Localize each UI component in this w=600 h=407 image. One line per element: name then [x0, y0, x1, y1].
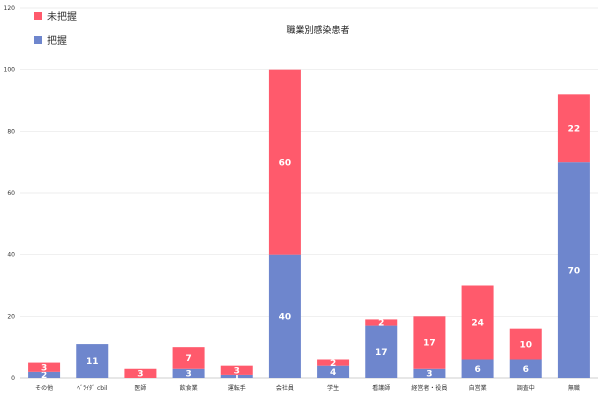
data-label: 7 [185, 354, 191, 364]
data-label: 24 [471, 319, 484, 329]
data-label: 4 [330, 368, 336, 378]
bar-segment-known [172, 368, 205, 378]
bar-segment-known [28, 371, 61, 378]
data-label: 3 [426, 370, 432, 380]
bar-segment-known [557, 162, 590, 378]
x-tick-label: 運転手 [228, 384, 246, 392]
legend-item-unknown: 未把握 [34, 10, 77, 23]
data-label: 3 [41, 363, 47, 373]
data-label: 2 [41, 371, 47, 381]
bar-segment-known [220, 374, 253, 378]
data-label: 3 [185, 370, 191, 380]
data-label: 3 [234, 366, 240, 376]
bar-segment-known [76, 344, 109, 378]
bar-segment-unknown [557, 94, 590, 163]
bar-segment-unknown [124, 368, 157, 378]
x-tick-label: 飲食業 [180, 384, 198, 392]
bar-segment-unknown [28, 362, 61, 372]
x-tick-label: 無職 [568, 384, 580, 392]
x-tick-label: その他 [35, 384, 53, 392]
x-tick-label: 医師 [134, 384, 146, 392]
bar-segment-unknown [365, 319, 398, 326]
legend-label-known: 把握 [47, 34, 67, 47]
bar-segment-unknown [268, 69, 301, 255]
data-label: 40 [279, 313, 292, 323]
legend: 未把握 把握 [34, 10, 77, 47]
y-axis: 0 20 40 60 80 100 120 [4, 5, 16, 382]
data-label: 1 [234, 373, 240, 383]
data-label: 11 [86, 357, 99, 367]
bar-segment-unknown [461, 285, 494, 360]
data-label: 10 [519, 340, 532, 350]
data-label: 60 [279, 158, 292, 168]
y-tick-label: 0 [11, 375, 15, 382]
y-tick-label: 60 [7, 190, 15, 197]
legend-swatch-unknown [34, 12, 42, 20]
data-label: 3 [137, 370, 143, 380]
bar-segment-known [461, 359, 494, 378]
data-label: 6 [523, 365, 529, 375]
y-tick-label: 100 [4, 67, 16, 74]
data-label: 17 [423, 339, 436, 349]
data-label: 17 [375, 348, 388, 358]
x-axis: その他 ﾍﾞﾗｲﾀﾞ cbil 医師 飲食業 運転手 会社員 学生 看護師 経営者・役員 自営業 調… [35, 384, 580, 392]
bar-segment-known [509, 359, 542, 378]
y-tick-label: 80 [7, 128, 15, 135]
x-tick-label: 看護師 [372, 384, 390, 392]
bar-segment-unknown [509, 328, 542, 360]
y-tick-label: 20 [7, 313, 15, 320]
y-tick-label: 40 [7, 252, 15, 259]
x-tick-label: 会社員 [276, 384, 294, 392]
data-label: 70 [568, 266, 581, 276]
x-tick-label: 学生 [327, 384, 339, 392]
bar-segment-unknown [220, 365, 253, 375]
bar-segment-known [268, 254, 301, 378]
bar-segment-known [413, 368, 446, 378]
bar-segment-unknown [317, 359, 350, 366]
x-tick-label: ﾍﾞﾗｲﾀﾞ cbil [77, 385, 108, 392]
bar-segment-unknown [413, 316, 446, 369]
x-tick-label: 経営者・役員 [411, 384, 447, 392]
x-tick-label: 自営業 [469, 384, 487, 392]
y-tick-label: 120 [4, 5, 16, 12]
bar-segment-unknown [172, 347, 205, 369]
x-tick-label: 調査中 [517, 384, 535, 392]
legend-label-unknown: 未把握 [47, 10, 77, 23]
chart-title: 職業別感染患者 [286, 24, 349, 36]
data-label: 2 [378, 319, 384, 329]
data-label: 2 [330, 359, 336, 369]
bar-segment-known [365, 325, 398, 378]
legend-swatch-known [34, 36, 42, 44]
data-label: 22 [568, 124, 581, 134]
grid-lines [20, 7, 598, 379]
data-label: 6 [474, 365, 480, 375]
legend-item-known: 把握 [34, 34, 67, 47]
bar-segment-known [317, 365, 350, 378]
